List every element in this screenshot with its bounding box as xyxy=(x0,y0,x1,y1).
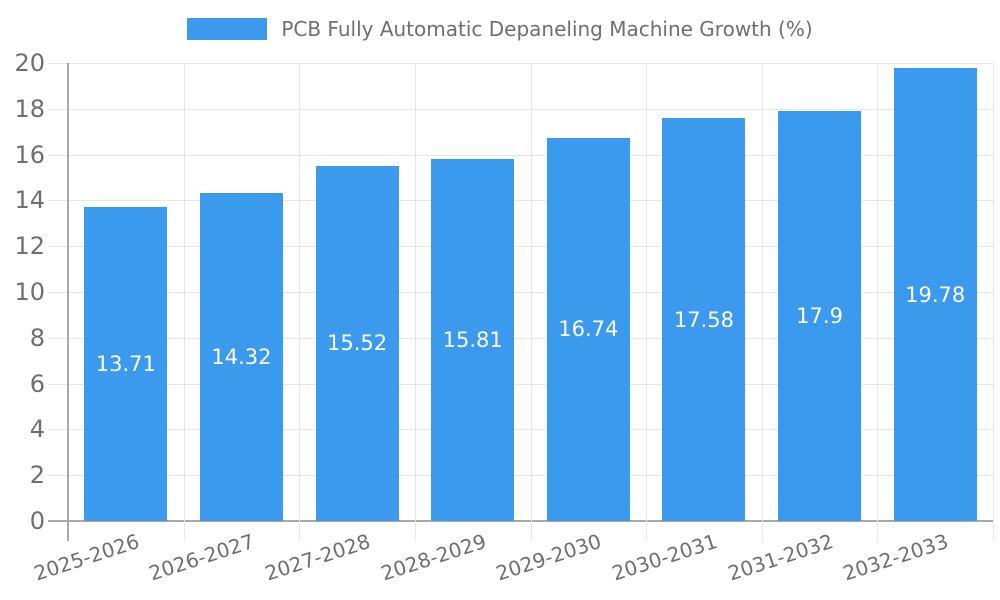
bar[interactable] xyxy=(315,165,399,521)
y-tick-mark xyxy=(48,200,68,202)
x-gridline xyxy=(299,63,301,541)
bar[interactable] xyxy=(84,207,168,521)
bar-value-label: 16.74 xyxy=(558,317,619,342)
bar[interactable] xyxy=(662,118,746,521)
y-tick-label: 20 xyxy=(14,49,45,77)
bar[interactable] xyxy=(431,158,515,521)
x-tick-label: 2029-2030 xyxy=(493,529,605,586)
bar-value-label: 15.81 xyxy=(442,327,503,352)
bar-value-label: 17.58 xyxy=(673,307,734,332)
legend-label: PCB Fully Automatic Depaneling Machine G… xyxy=(281,17,813,41)
y-tick-mark xyxy=(48,520,68,522)
y-tick-label: 2 xyxy=(29,461,45,490)
x-tick-label: 2028-2029 xyxy=(377,529,489,586)
y-tick-label: 16 xyxy=(14,140,45,169)
bar-value-label: 17.9 xyxy=(796,304,843,329)
y-tick-label: 8 xyxy=(29,323,45,352)
legend-swatch xyxy=(187,18,268,40)
x-gridline xyxy=(646,63,648,541)
y-tick-mark xyxy=(48,383,68,385)
y-tick-label: 0 xyxy=(29,507,45,535)
x-tick-label: 2030-2031 xyxy=(608,529,721,586)
y-tick-label: 10 xyxy=(14,278,45,306)
x-tick-label: 2031-2032 xyxy=(724,529,836,586)
bar-value-label: 15.52 xyxy=(327,331,388,356)
y-tick-mark xyxy=(48,429,68,431)
y-tick-label: 18 xyxy=(14,94,45,123)
y-tick-mark xyxy=(48,154,68,156)
x-gridline xyxy=(761,63,763,541)
bar-value-label: 14.32 xyxy=(211,345,272,370)
x-tick-label: 2032-2033 xyxy=(840,529,952,586)
y-tick-mark xyxy=(48,475,68,477)
chart-legend[interactable]: PCB Fully Automatic Depaneling Machine G… xyxy=(0,16,1000,42)
y-tick-label: 4 xyxy=(29,415,45,444)
y-tick-label: 14 xyxy=(14,186,45,215)
y-tick-mark xyxy=(48,292,68,293)
y-tick-mark xyxy=(48,63,68,64)
bar-value-label: 19.78 xyxy=(905,282,966,307)
y-tick-mark xyxy=(48,246,68,248)
y-tick-mark xyxy=(48,108,68,110)
x-gridline xyxy=(414,63,416,541)
x-gridline xyxy=(530,63,532,541)
bar[interactable] xyxy=(546,137,630,521)
y-tick-mark xyxy=(48,337,68,339)
x-gridline xyxy=(877,63,879,541)
bar[interactable] xyxy=(199,193,283,521)
x-tick-label: 2026-2027 xyxy=(146,529,258,586)
x-gridline xyxy=(993,63,994,541)
x-tick-label: 2025-2026 xyxy=(30,529,142,586)
bar[interactable] xyxy=(893,68,977,521)
y-axis-line xyxy=(67,63,69,541)
y-tick-label: 6 xyxy=(29,369,45,398)
bar-value-label: 13.71 xyxy=(95,352,156,377)
x-tick-label: 2027-2028 xyxy=(262,529,374,586)
x-gridline xyxy=(183,63,185,541)
bar[interactable] xyxy=(778,111,862,521)
y-tick-label: 12 xyxy=(14,232,45,261)
